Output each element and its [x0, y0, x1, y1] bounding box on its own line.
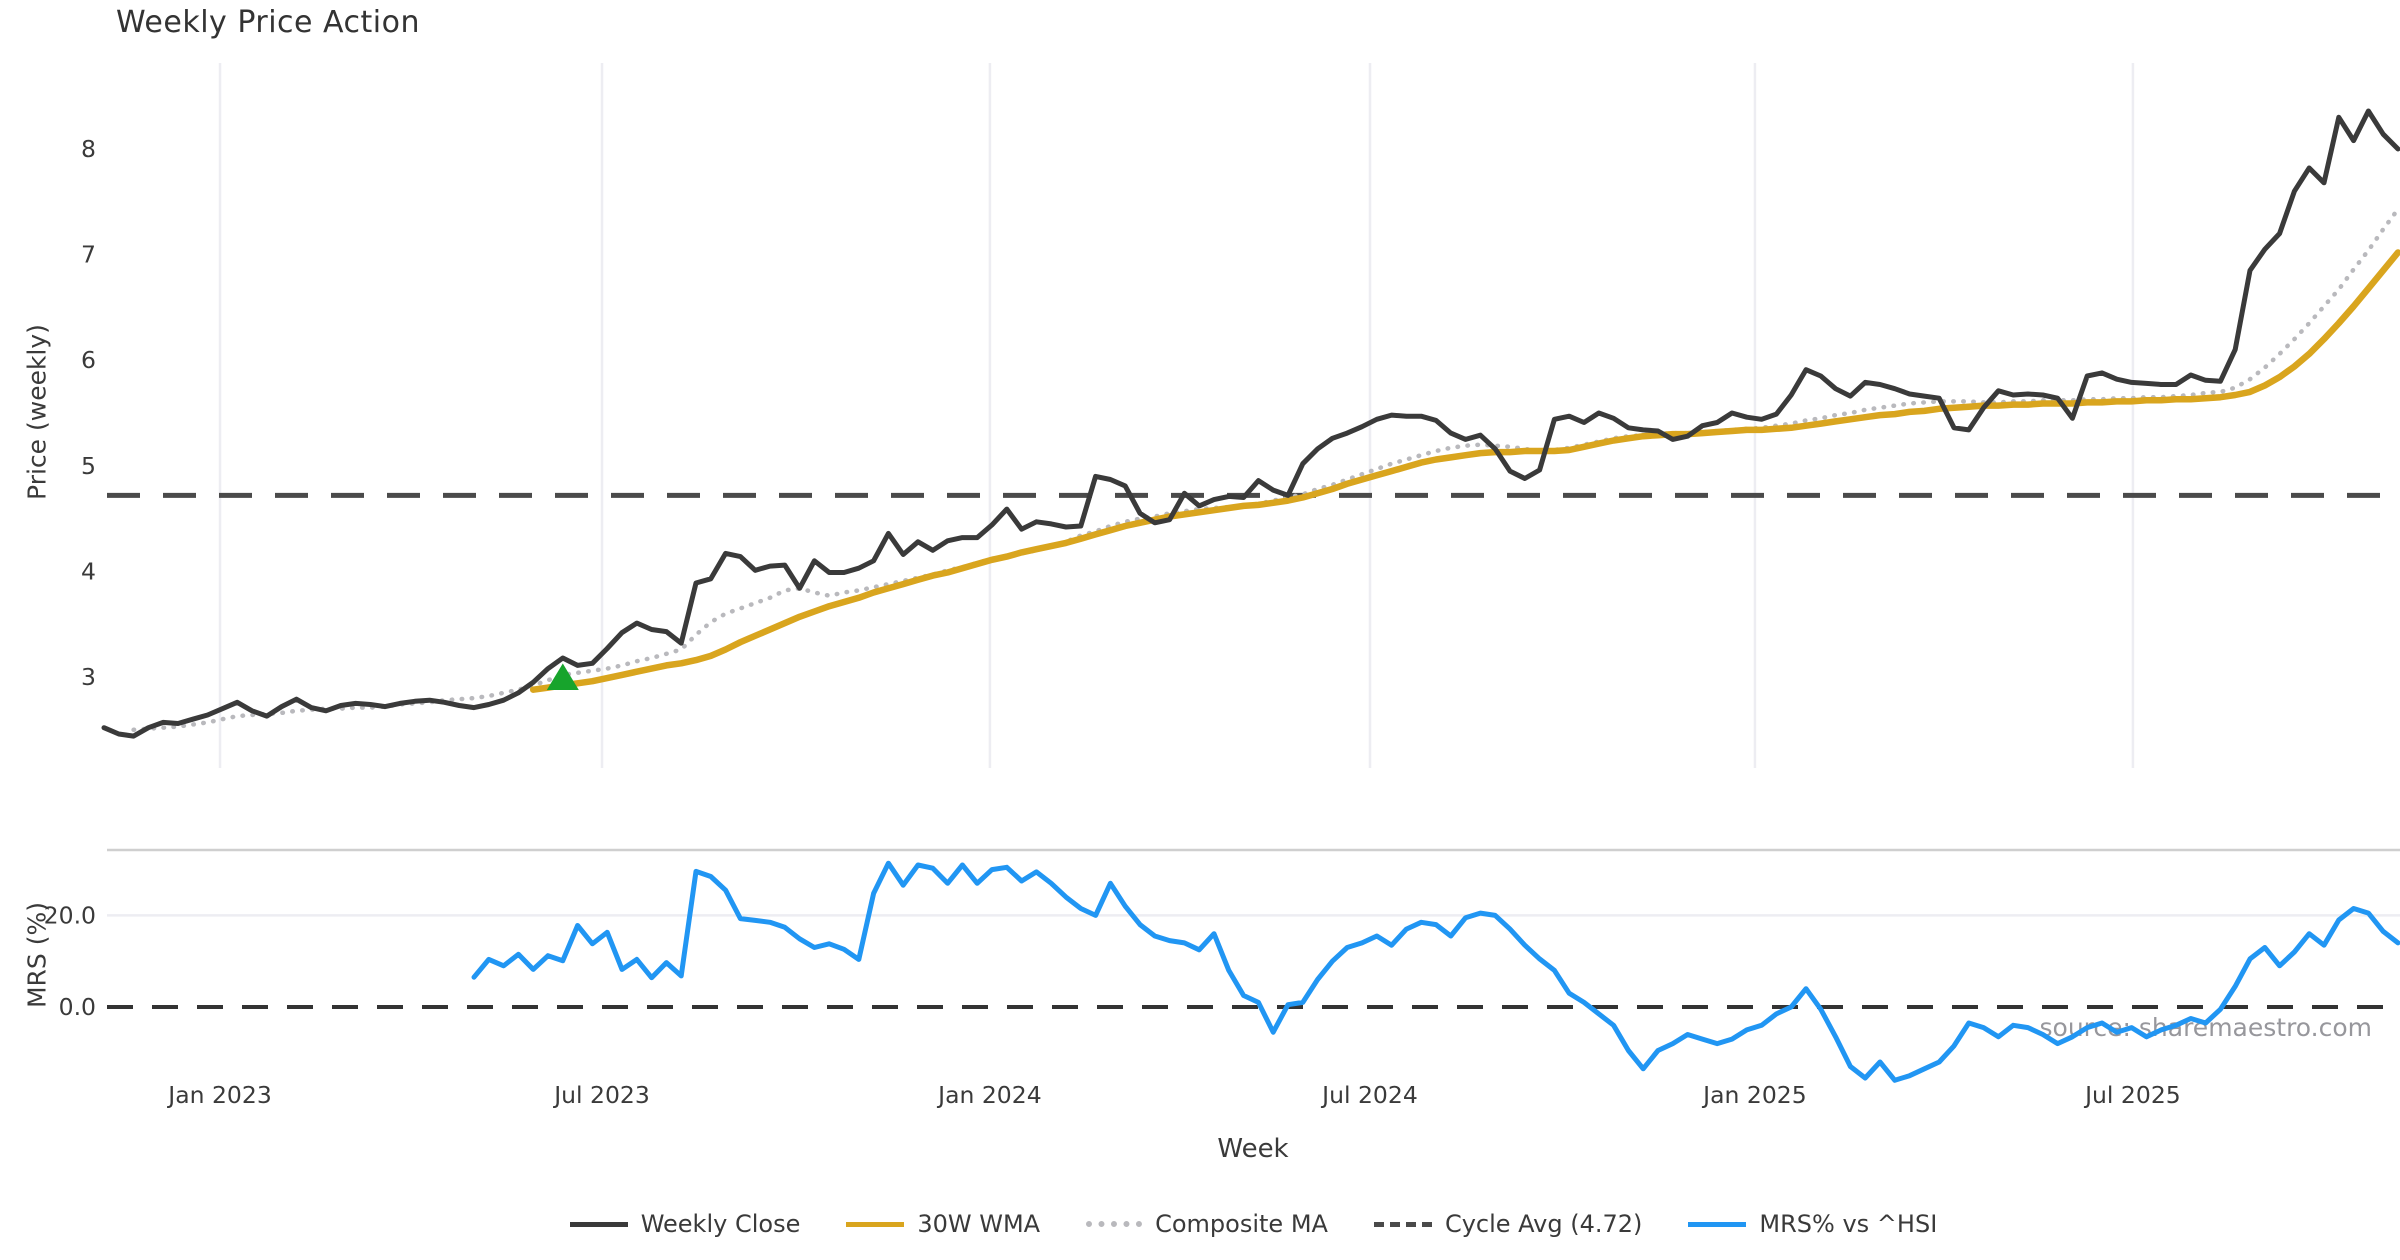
price-ytick-label: 3 — [81, 663, 96, 691]
legend-label: Cycle Avg (4.72) — [1444, 1210, 1643, 1238]
legend-label: MRS% vs ^HSI — [1759, 1210, 1938, 1238]
price-ytick-label: 7 — [81, 241, 96, 269]
composite-ma-line — [131, 206, 2400, 733]
weekly-close-line-swatch-icon — [569, 1221, 628, 1227]
buy-signal-triangle-icon — [546, 663, 579, 690]
legend-item-30w-wma: 30W WMA — [846, 1210, 1040, 1238]
x-tick-label: Jul 2024 — [1320, 1081, 1418, 1109]
legend-label: 30W WMA — [917, 1210, 1041, 1238]
price-axis-title: Price (weekly) — [22, 324, 52, 500]
mrs-line-swatch-icon — [1688, 1221, 1747, 1227]
x-tick-label: Jul 2023 — [552, 1081, 650, 1109]
weekly-close-line — [101, 108, 2400, 739]
legend-item-weekly-close: Weekly Close — [569, 1210, 801, 1238]
cycle-avg-line-swatch-icon — [1373, 1221, 1432, 1227]
legend-item-cycle-avg: Cycle Avg (4.72) — [1373, 1210, 1643, 1238]
legend-item-mrs: MRS% vs ^HSI — [1688, 1210, 1937, 1238]
x-tick-label: Jan 2025 — [1701, 1081, 1807, 1109]
mrs-axis-title: MRS (%) — [22, 901, 52, 1009]
mrs-ytick-label: 0.0 — [59, 993, 96, 1021]
price-ytick-label: 5 — [81, 452, 96, 480]
legend-label: Composite MA — [1155, 1210, 1328, 1238]
legend-label: Weekly Close — [640, 1210, 801, 1238]
x-axis-title: Week — [1217, 1134, 1289, 1164]
legend-item-composite-ma: Composite MA — [1086, 1210, 1328, 1238]
x-tick-label: Jul 2025 — [2083, 1081, 2181, 1109]
price-ytick-label: 4 — [81, 557, 96, 585]
wma-30w-line — [529, 249, 2400, 693]
x-tick-label: Jan 2024 — [936, 1081, 1042, 1109]
chart-legend: Weekly Close 30W WMA Composite MA Cycle … — [107, 1210, 2400, 1238]
price-ytick-label: 6 — [81, 346, 96, 374]
mrs-ytick-label: 20.0 — [44, 901, 96, 929]
mrs-line — [471, 860, 2400, 1083]
x-tick-label: Jan 2023 — [166, 1081, 272, 1109]
chart-title: Weekly Price Action — [116, 5, 420, 40]
composite-ma-line-swatch-icon — [1086, 1221, 1143, 1227]
wma-line-swatch-icon — [846, 1221, 905, 1227]
price-ytick-label: 8 — [81, 135, 96, 163]
